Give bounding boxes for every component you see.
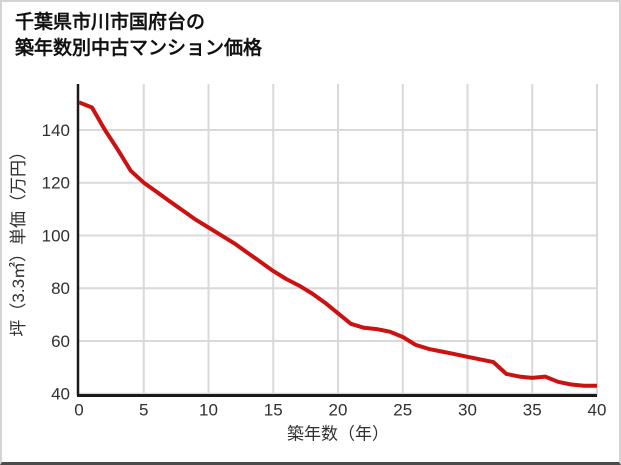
title-line-2: 築年数別中古マンション価格 xyxy=(15,38,263,59)
x-tick-label: 15 xyxy=(264,401,283,420)
x-tick-label: 35 xyxy=(523,401,542,420)
x-axis-title: 築年数（年） xyxy=(287,425,389,444)
x-tick-label: 40 xyxy=(588,401,607,420)
x-tick-label: 30 xyxy=(458,401,477,420)
title-line-1: 千葉県市川市国府台の xyxy=(15,12,206,33)
x-tick-label: 5 xyxy=(139,401,148,420)
y-tick-label: 120 xyxy=(42,174,70,193)
y-tick-label: 100 xyxy=(42,226,70,245)
page-title: 千葉県市川市国府台の築年数別中古マンション価格 xyxy=(15,10,262,62)
y-tick-label: 60 xyxy=(51,332,70,351)
y-tick-label: 140 xyxy=(42,121,70,140)
y-axis-title: 坪（3.3㎡）単価（万円） xyxy=(9,143,28,337)
price-series-line xyxy=(78,100,597,388)
x-tick-label: 0 xyxy=(74,401,83,420)
x-tick-label: 25 xyxy=(393,401,412,420)
x-tick-label: 20 xyxy=(329,401,348,420)
y-tick-label: 80 xyxy=(51,279,70,298)
x-tick-label: 10 xyxy=(199,401,218,420)
y-tick-label: 40 xyxy=(51,385,70,404)
